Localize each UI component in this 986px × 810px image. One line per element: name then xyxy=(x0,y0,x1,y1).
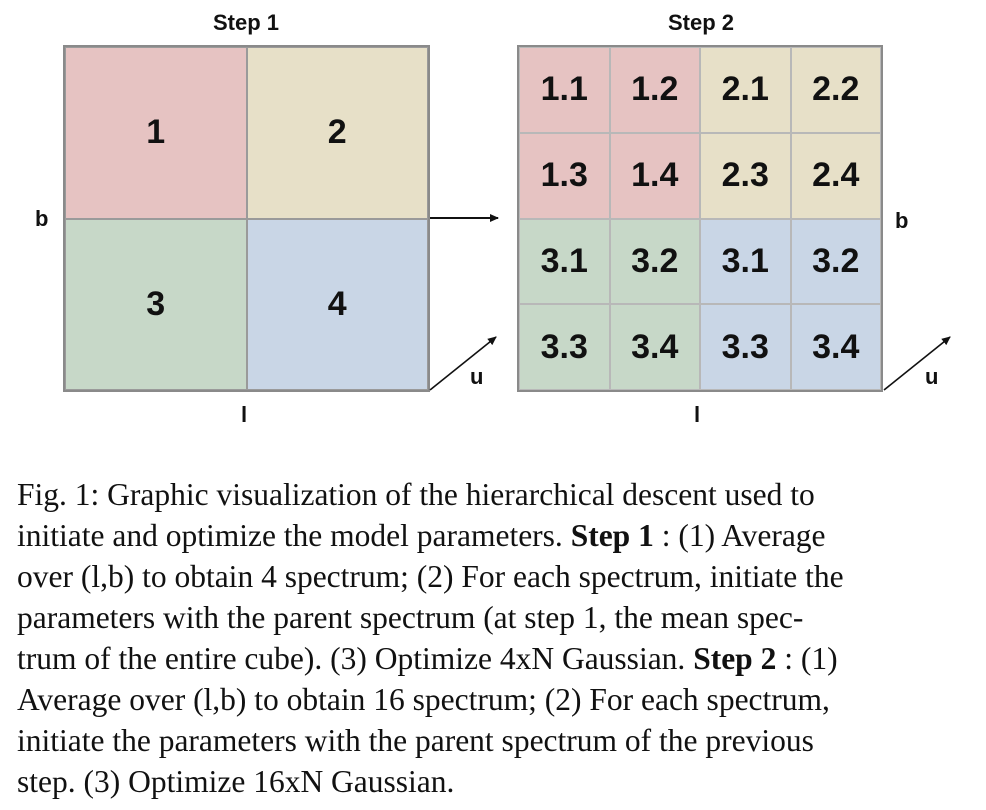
figure-caption: Fig. 1: Graphic visualization of the hie… xyxy=(17,474,973,802)
caption-line: trum of the entire cube). (3) Optimize 4… xyxy=(17,641,838,676)
step2-title: Step 2 xyxy=(667,10,735,35)
step1-cell: 3 xyxy=(65,218,247,390)
step1-u-axis-arrow xyxy=(429,336,497,391)
step2-cell: 2.4 xyxy=(790,132,881,219)
step1-title: Step 1 xyxy=(212,10,280,35)
step1-cell: 4 xyxy=(246,218,428,390)
step2-cell: 3.1 xyxy=(519,218,610,305)
caption-bold: Step 1 xyxy=(570,518,654,553)
step2-axis-b-label: b xyxy=(895,208,909,233)
step2-cell: 1.4 xyxy=(609,132,700,219)
caption-line: step. (3) Optimize 16xN Gaussian. xyxy=(17,764,455,799)
step1-axis-u-label: u xyxy=(470,364,484,389)
step2-cell: 3.4 xyxy=(609,304,700,390)
step2-cell: 1.2 xyxy=(609,47,700,133)
step2-grid: 1.1 1.2 2.1 2.2 1.3 1.4 2.3 2.4 3.1 3.2 … xyxy=(517,45,883,392)
step2-cell: 3.1 xyxy=(700,218,791,305)
step2-axis-u-label: u xyxy=(925,364,939,389)
step2-cell: 1.3 xyxy=(519,132,610,219)
caption-line: initiate and optimize the model paramete… xyxy=(17,518,826,553)
diagram-arrows xyxy=(429,214,951,391)
caption-line: Fig. 1: Graphic visualization of the hie… xyxy=(17,477,815,512)
step2-cell: 2.3 xyxy=(700,132,791,219)
step2-cell: 3.3 xyxy=(519,304,610,390)
step1-axis-b-label: b xyxy=(35,206,49,231)
step2-cell: 2.2 xyxy=(790,47,881,133)
step2-axis-l-label: l xyxy=(694,402,701,427)
step2-cell: 3.4 xyxy=(790,304,881,390)
step2-u-axis-arrow xyxy=(883,336,951,391)
step2-cell: 2.1 xyxy=(700,47,791,133)
step1-grid: 1 2 3 4 xyxy=(63,45,430,392)
step1-cell: 1 xyxy=(65,47,247,219)
caption-line: Average over (l,b) to obtain 16 spectrum… xyxy=(17,682,830,717)
step2-cell: 1.1 xyxy=(519,47,610,133)
step2-cell: 3.2 xyxy=(790,218,881,305)
step2-cell: 3.2 xyxy=(609,218,700,305)
caption-bold: Step 2 xyxy=(693,641,777,676)
caption-line: over (l,b) to obtain 4 spectrum; (2) For… xyxy=(17,559,844,594)
step1-axis-l-label: l xyxy=(241,402,248,427)
caption-line: parameters with the parent spectrum (at … xyxy=(17,600,804,635)
step1-cell: 2 xyxy=(246,47,428,219)
caption-line: initiate the parameters with the parent … xyxy=(17,723,814,758)
step2-cell: 3.3 xyxy=(700,304,791,390)
